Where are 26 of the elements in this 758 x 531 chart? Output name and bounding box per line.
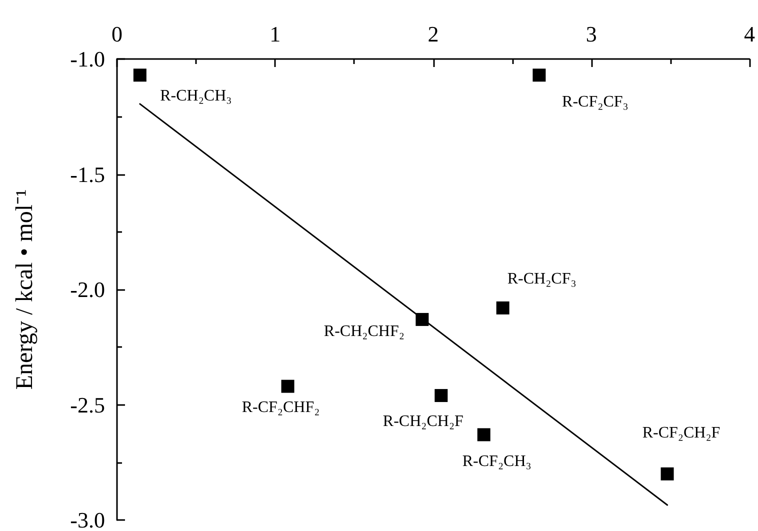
- annotation: R-CH₂CH₃: [160, 88, 232, 105]
- x-tick-label: 3: [586, 22, 597, 46]
- point: [496, 301, 510, 314]
- annotation: R-CH₂CHF₂: [324, 322, 404, 340]
- annotation: R-CF₂CHF₂: [242, 398, 320, 416]
- x-tick-label: 0: [112, 22, 122, 46]
- point: [477, 428, 490, 442]
- annotation: R-CH₂CF₃: [507, 270, 576, 288]
- point: [532, 68, 546, 82]
- annotation: R-CF₂CH₃: [462, 453, 532, 470]
- y-axis-title: Energy / kcal • mol⁻¹: [12, 189, 38, 390]
- point: [434, 389, 448, 402]
- x-tick-label: 4: [744, 22, 755, 46]
- y-tick-label: -1.5: [70, 162, 105, 187]
- point: [133, 68, 146, 82]
- annotation: R-CF₂CF₃: [562, 94, 628, 111]
- annotation: R-CF₂CH₂F: [642, 424, 720, 442]
- point: [281, 380, 294, 393]
- y-tick-label: -3.0: [70, 508, 105, 531]
- y-tick-label: -2.5: [70, 392, 105, 418]
- y-tick-label: -1.0: [70, 46, 105, 72]
- x-tick-label: 2: [428, 22, 439, 46]
- point: [660, 467, 674, 480]
- annotation: R-CH₂CH₂F: [382, 413, 464, 430]
- x-tick-label: 1: [270, 22, 281, 46]
- y-tick-label: -2.0: [70, 277, 105, 302]
